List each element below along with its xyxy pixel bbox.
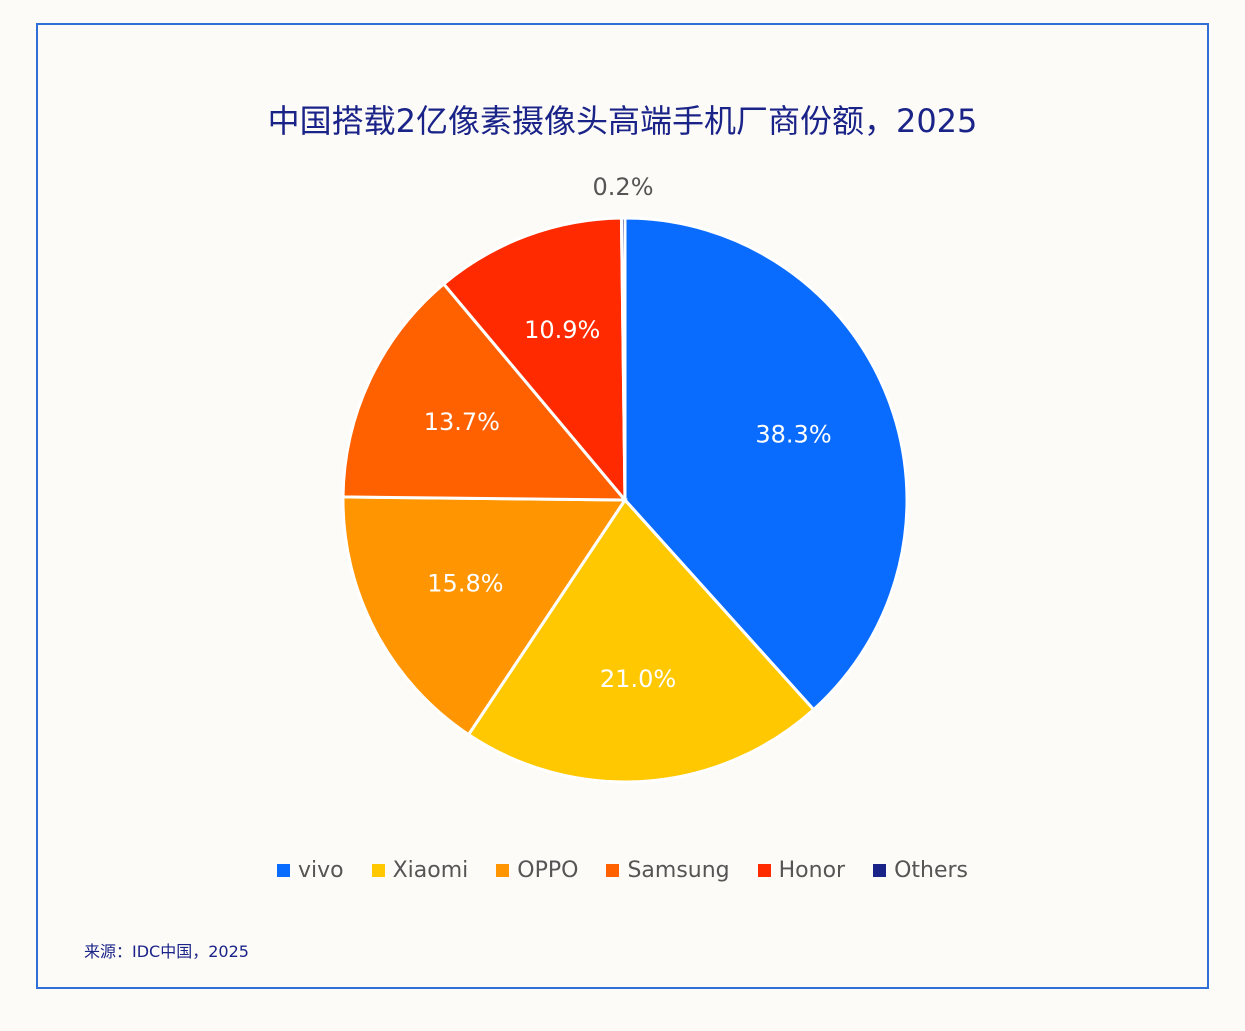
- legend-label: Samsung: [627, 858, 730, 883]
- pie-slice-oppo: [341, 495, 628, 737]
- legend-label: Others: [894, 858, 969, 883]
- pie-slice-vivo: [623, 216, 909, 712]
- legend-swatch: [606, 864, 620, 877]
- chart-title: 中国搭载2亿像素摄像头高端手机厂商份额，2025: [267, 102, 978, 140]
- legend-swatch: [276, 864, 290, 877]
- slice-label-oppo: 15.8%: [427, 569, 503, 597]
- legend-label: Xiaomi: [392, 858, 469, 883]
- pie-slice-xiaomi: [466, 497, 816, 784]
- slice-label-vivo: 38.3%: [755, 420, 831, 448]
- legend-item-oppo: OPPO: [496, 858, 578, 883]
- slice-label-honor: 10.9%: [524, 316, 600, 344]
- legend-item-honor: Honor: [757, 858, 846, 883]
- chart-legend: vivo Xiaomi OPPO Samsung Honor Others: [0, 858, 1245, 883]
- legend-swatch: [496, 864, 510, 877]
- legend-item-xiaomi: Xiaomi: [371, 858, 469, 883]
- pie-slice-others: [619, 216, 627, 501]
- legend-label: OPPO: [517, 858, 579, 883]
- slice-label-others: 0.2%: [593, 173, 654, 201]
- source-note: 来源：IDC中国，2025: [84, 942, 249, 961]
- legend-label: vivo: [297, 858, 344, 883]
- slice-label-xiaomi: 21.0%: [600, 665, 676, 693]
- slice-label-samsung: 13.7%: [424, 408, 500, 436]
- legend-swatch: [873, 864, 887, 877]
- pie-slice-samsung: [341, 281, 629, 502]
- legend-label: Honor: [778, 858, 846, 883]
- legend-item-samsung: Samsung: [606, 858, 730, 883]
- legend-item-vivo: vivo: [276, 858, 344, 883]
- legend-swatch: [371, 864, 385, 877]
- legend-swatch: [757, 864, 771, 877]
- legend-item-others: Others: [873, 858, 968, 883]
- pie-slice-honor: [441, 216, 627, 505]
